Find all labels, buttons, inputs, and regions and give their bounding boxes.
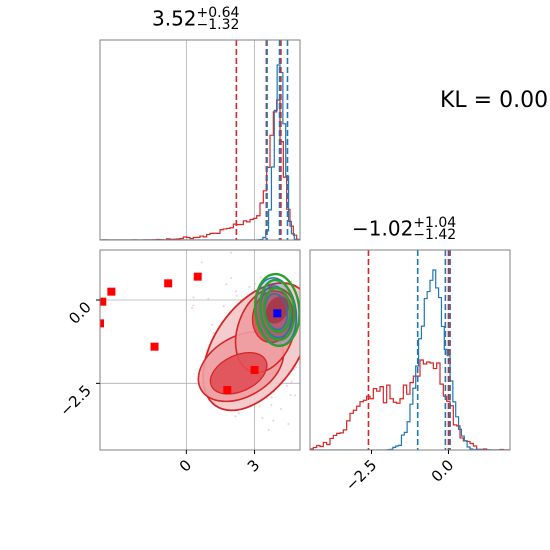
sample-dot bbox=[192, 296, 195, 299]
sample-dot bbox=[279, 407, 282, 410]
sample-dot bbox=[294, 366, 297, 369]
red-square-marker bbox=[100, 319, 104, 328]
sample-dot bbox=[301, 428, 303, 430]
sample-dot bbox=[258, 405, 261, 408]
y-tick-label: 0.0 bbox=[65, 298, 95, 328]
red-histogram bbox=[310, 359, 510, 450]
green-ellipse bbox=[253, 272, 300, 348]
x-tick-label: −2.5 bbox=[342, 456, 380, 494]
blue-histogram bbox=[310, 269, 510, 450]
sample-dot bbox=[260, 276, 263, 279]
top-title-minus: −1.32 bbox=[196, 16, 240, 33]
top-title-value: 3.52 bbox=[152, 6, 197, 31]
contour-frame bbox=[99, 249, 301, 451]
sample-dot bbox=[192, 304, 195, 307]
red-square-marker bbox=[100, 297, 107, 306]
blue-square-marker bbox=[273, 309, 282, 318]
bottom-left-contour-panel bbox=[99, 249, 309, 451]
sample-dot bbox=[293, 368, 296, 371]
sample-dot bbox=[230, 276, 233, 279]
sample-dot bbox=[289, 394, 292, 397]
sample-dot bbox=[234, 290, 237, 293]
right-histogram-frame bbox=[309, 249, 511, 451]
bottom-right-histogram-panel bbox=[309, 249, 511, 451]
sample-dot bbox=[191, 306, 194, 309]
sample-dot bbox=[270, 396, 273, 399]
sample-dot bbox=[210, 323, 213, 326]
red-contour bbox=[209, 352, 268, 395]
top-title-plus: +0.64 bbox=[196, 5, 240, 21]
red-square-marker bbox=[164, 279, 173, 288]
right-histogram-title: −1.02 +1.04 −1.42 bbox=[352, 215, 457, 243]
top-histogram-title: 3.52 +0.64 −1.32 bbox=[152, 5, 240, 33]
sample-dot bbox=[222, 305, 225, 308]
sample-dot bbox=[235, 294, 238, 297]
x-tick-label: 0.0 bbox=[428, 456, 458, 486]
top-left-histogram-panel bbox=[99, 39, 301, 241]
sample-dot bbox=[287, 423, 290, 426]
sample-dot bbox=[261, 417, 264, 420]
sample-dot bbox=[212, 331, 215, 334]
right-title-value: −1.02 bbox=[352, 216, 414, 241]
sample-dot bbox=[225, 283, 228, 286]
x-tick-label: 0 bbox=[176, 456, 195, 475]
sample-dot bbox=[234, 415, 237, 418]
right-title-minus: −1.42 bbox=[413, 226, 457, 243]
kl-annotation: KL = 0.00 bbox=[440, 88, 549, 113]
sample-dot bbox=[248, 285, 251, 288]
sample-dot bbox=[230, 251, 233, 254]
red-square-marker bbox=[150, 342, 159, 351]
red-square-marker bbox=[223, 386, 232, 394]
sample-dot bbox=[286, 384, 289, 387]
sample-dot bbox=[237, 412, 240, 415]
sample-dot bbox=[270, 404, 273, 407]
sample-dot bbox=[290, 380, 293, 383]
sample-dot bbox=[254, 282, 257, 285]
red-square-marker bbox=[193, 272, 202, 281]
sample-dot bbox=[302, 299, 304, 301]
sample-dot bbox=[267, 428, 270, 431]
sample-dot bbox=[207, 297, 210, 300]
red-square-marker bbox=[250, 366, 259, 374]
x-tick-label: 3 bbox=[244, 456, 263, 475]
green-ellipse bbox=[258, 278, 296, 342]
sample-dot bbox=[307, 393, 309, 395]
right-title-plus: +1.04 bbox=[413, 215, 457, 231]
red-square-marker bbox=[107, 287, 116, 296]
sample-dot bbox=[294, 394, 297, 397]
top-histogram-frame bbox=[99, 39, 301, 241]
sample-dot bbox=[301, 381, 303, 383]
green-ellipse bbox=[262, 286, 292, 334]
sample-dot bbox=[272, 419, 275, 422]
contour-content bbox=[100, 250, 309, 450]
sample-dot bbox=[200, 261, 203, 264]
y-tick-label: −2.5 bbox=[56, 381, 94, 419]
